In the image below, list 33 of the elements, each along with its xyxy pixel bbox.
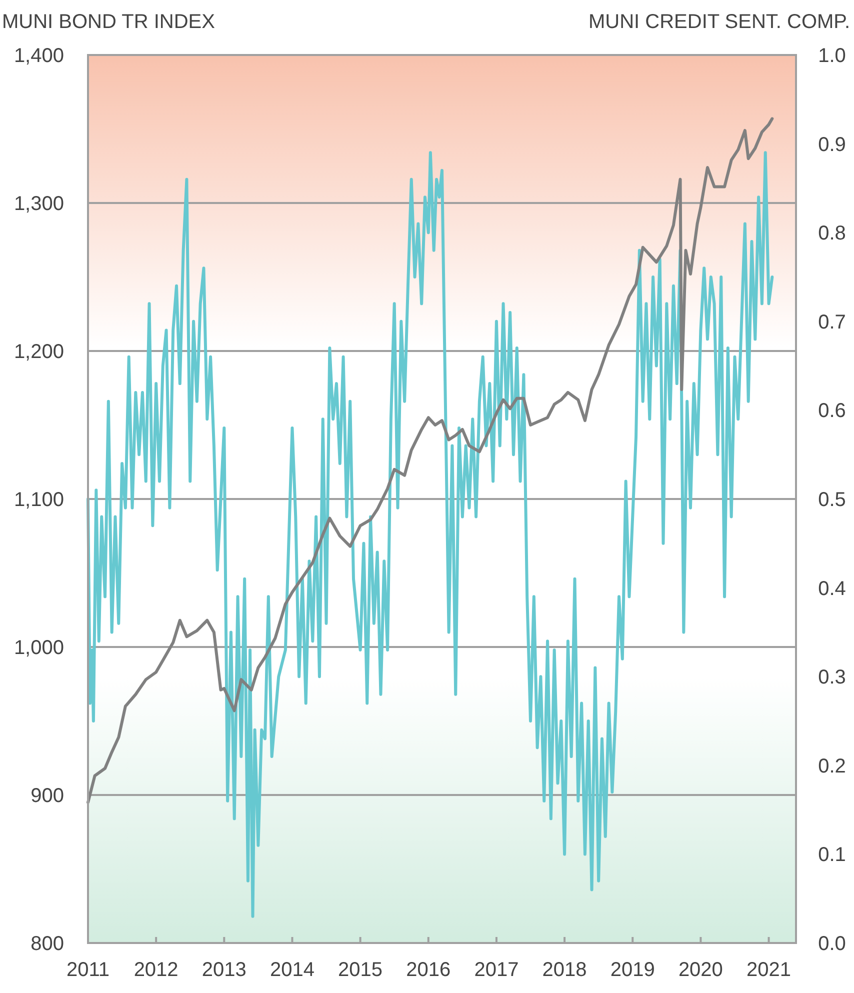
y2-axis-title: MUNI CREDIT SENT. COMP.	[588, 11, 850, 33]
x-tick-label: 2015	[338, 959, 383, 981]
y-tick-label: 1,200	[14, 341, 64, 363]
y2-tick-label: 1.0	[818, 45, 846, 67]
y-tick-label: 800	[30, 933, 64, 955]
x-tick-label: 2011	[66, 959, 110, 981]
x-tick-label: 2020	[678, 959, 723, 981]
y-axis-title: MUNI BOND TR INDEX	[2, 11, 215, 33]
y2-tick-label: 0.8	[818, 222, 846, 245]
x-tick-label: 2012	[134, 959, 178, 981]
y2-tick-label: 0.6	[818, 400, 846, 422]
y-tick-label: 1,000	[14, 637, 64, 659]
line-series	[86, 151, 774, 918]
y2-tick-label: 0.1	[818, 844, 846, 866]
y2-tick-label: 0.3	[818, 666, 846, 689]
y-tick-label: 1,300	[14, 193, 64, 215]
line-series	[86, 117, 774, 804]
y-tick-label: 900	[30, 785, 64, 807]
x-tick-label: 2013	[202, 959, 246, 981]
y-tick-label: 1,400	[14, 45, 64, 67]
y2-tick-label: 0.4	[818, 578, 846, 600]
x-tick-label: 2018	[542, 959, 587, 981]
x-tick-label: 2017	[474, 959, 519, 981]
y2-tick-label: 0.0	[818, 933, 846, 955]
x-tick-label: 2021	[746, 959, 792, 981]
y2-tick-label: 0.2	[818, 755, 846, 778]
x-tick-label: 2014	[270, 959, 314, 981]
x-tick-label: 2016	[406, 959, 451, 981]
y2-tick-label: 0.7	[818, 311, 846, 334]
y2-tick-label: 0.9	[818, 134, 846, 156]
y2-tick-label: 0.5	[818, 489, 846, 511]
y-tick-label: 1,100	[14, 489, 64, 511]
x-tick-label: 2019	[610, 959, 655, 981]
